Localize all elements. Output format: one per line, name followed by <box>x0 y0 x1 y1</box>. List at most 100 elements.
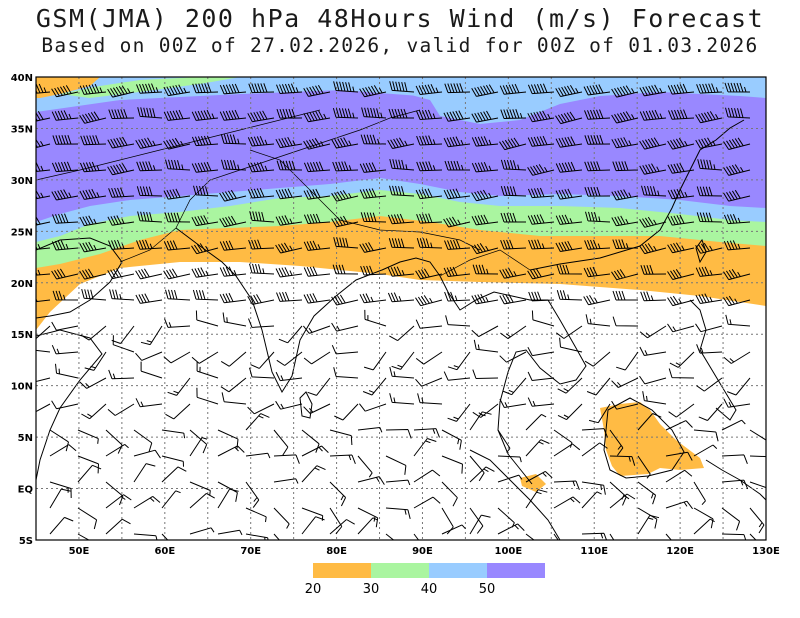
wind-barb <box>77 507 98 530</box>
wind-barb <box>500 239 527 250</box>
wind-barb <box>105 518 131 535</box>
wind-barb <box>79 188 107 200</box>
wind-barb <box>191 215 219 227</box>
wind-barb <box>443 110 471 122</box>
wind-barb <box>107 268 135 280</box>
wind-barb <box>36 297 51 303</box>
wind-barb <box>219 292 247 304</box>
color-legend: 20 30 40 50 <box>305 563 545 597</box>
wind-barb <box>303 138 331 150</box>
wind-barb <box>36 349 51 353</box>
wind-barb <box>443 216 471 228</box>
wind-barb <box>51 400 79 410</box>
wind-barb <box>137 211 163 223</box>
wind-barb <box>581 491 602 509</box>
wind-barb <box>668 109 695 120</box>
wind-barb <box>79 241 107 253</box>
grid-lines <box>36 77 766 540</box>
wind-barb <box>332 264 359 275</box>
wind-barb <box>245 413 270 431</box>
wind-barb <box>221 159 247 171</box>
wind-barb <box>276 160 303 171</box>
wind-barb <box>667 137 695 150</box>
wind-barb <box>163 351 191 364</box>
wind-barb <box>639 163 667 175</box>
wind-barb <box>107 136 135 149</box>
wind-barb <box>553 480 580 490</box>
wind-barb <box>303 240 331 251</box>
wind-barb <box>472 264 499 275</box>
wind-barb <box>415 377 443 387</box>
wind-barb <box>192 289 219 301</box>
wind-barb <box>555 188 583 200</box>
latitude-label: 20N <box>11 279 33 290</box>
wind-barb <box>637 514 660 535</box>
wind-barb <box>471 293 499 305</box>
wind-barb <box>108 109 135 119</box>
wind-barb <box>415 351 443 365</box>
wind-barb <box>723 398 751 408</box>
wind-barb <box>500 325 527 340</box>
wind-barb <box>163 240 191 251</box>
wind-barb <box>167 377 191 396</box>
wind-barb <box>473 339 499 353</box>
wind-barb <box>640 264 667 275</box>
wind-barb <box>525 439 550 457</box>
wind-barb <box>303 188 331 200</box>
wind-barb <box>725 107 751 119</box>
wind-barb <box>415 268 443 280</box>
wind-barb <box>77 464 102 483</box>
longitude-label: 110E <box>580 546 608 557</box>
wind-barb <box>443 266 471 277</box>
wind-barb <box>249 263 275 275</box>
wind-barb <box>135 268 163 280</box>
wind-barb <box>443 136 471 148</box>
wind-barb <box>413 496 441 509</box>
wind-barb <box>612 290 638 301</box>
wind-barb <box>219 109 247 121</box>
latitude-label: 5N <box>18 433 33 444</box>
wind-barb <box>667 323 695 333</box>
wind-barb <box>447 403 471 422</box>
wind-barb <box>273 429 289 456</box>
wind-barb <box>444 160 470 171</box>
wind-barb <box>497 429 511 453</box>
wind-barb <box>723 164 751 176</box>
wind-barb <box>727 377 751 396</box>
wind-barb <box>695 323 723 333</box>
wind-barb <box>36 244 51 250</box>
wind-barb <box>525 533 535 540</box>
wind-barb <box>334 403 359 421</box>
wind-barb <box>331 215 359 228</box>
wind-barb <box>695 137 723 149</box>
wind-barb <box>108 369 135 380</box>
wind-barb <box>276 108 303 119</box>
wind-barb <box>639 137 667 150</box>
wind-barb <box>165 159 191 171</box>
wind-barb <box>245 481 260 508</box>
legend-swatch <box>371 563 429 578</box>
wind-barb <box>612 239 639 249</box>
wind-barb <box>217 488 239 509</box>
wind-barb <box>555 240 583 252</box>
wind-barb <box>360 265 387 276</box>
wind-barb <box>500 185 527 197</box>
wind-barb <box>189 492 215 509</box>
wind-barb <box>385 533 395 540</box>
wind-barb <box>191 243 219 255</box>
wind-barb <box>273 533 280 540</box>
wind-barb <box>696 212 723 223</box>
wind-barb <box>303 110 331 123</box>
wind-barb <box>416 161 443 172</box>
wind-barb <box>447 351 471 371</box>
latitude-label: 10N <box>11 382 33 393</box>
wind-barb <box>387 266 415 277</box>
wind-barb <box>247 403 275 415</box>
wind-barb <box>51 189 79 201</box>
wind-barb <box>385 479 411 486</box>
wind-barb <box>586 377 611 396</box>
wind-barb <box>136 239 163 250</box>
wind-barb <box>415 295 443 307</box>
wind-barb <box>248 318 275 328</box>
wind-barb <box>641 185 667 197</box>
